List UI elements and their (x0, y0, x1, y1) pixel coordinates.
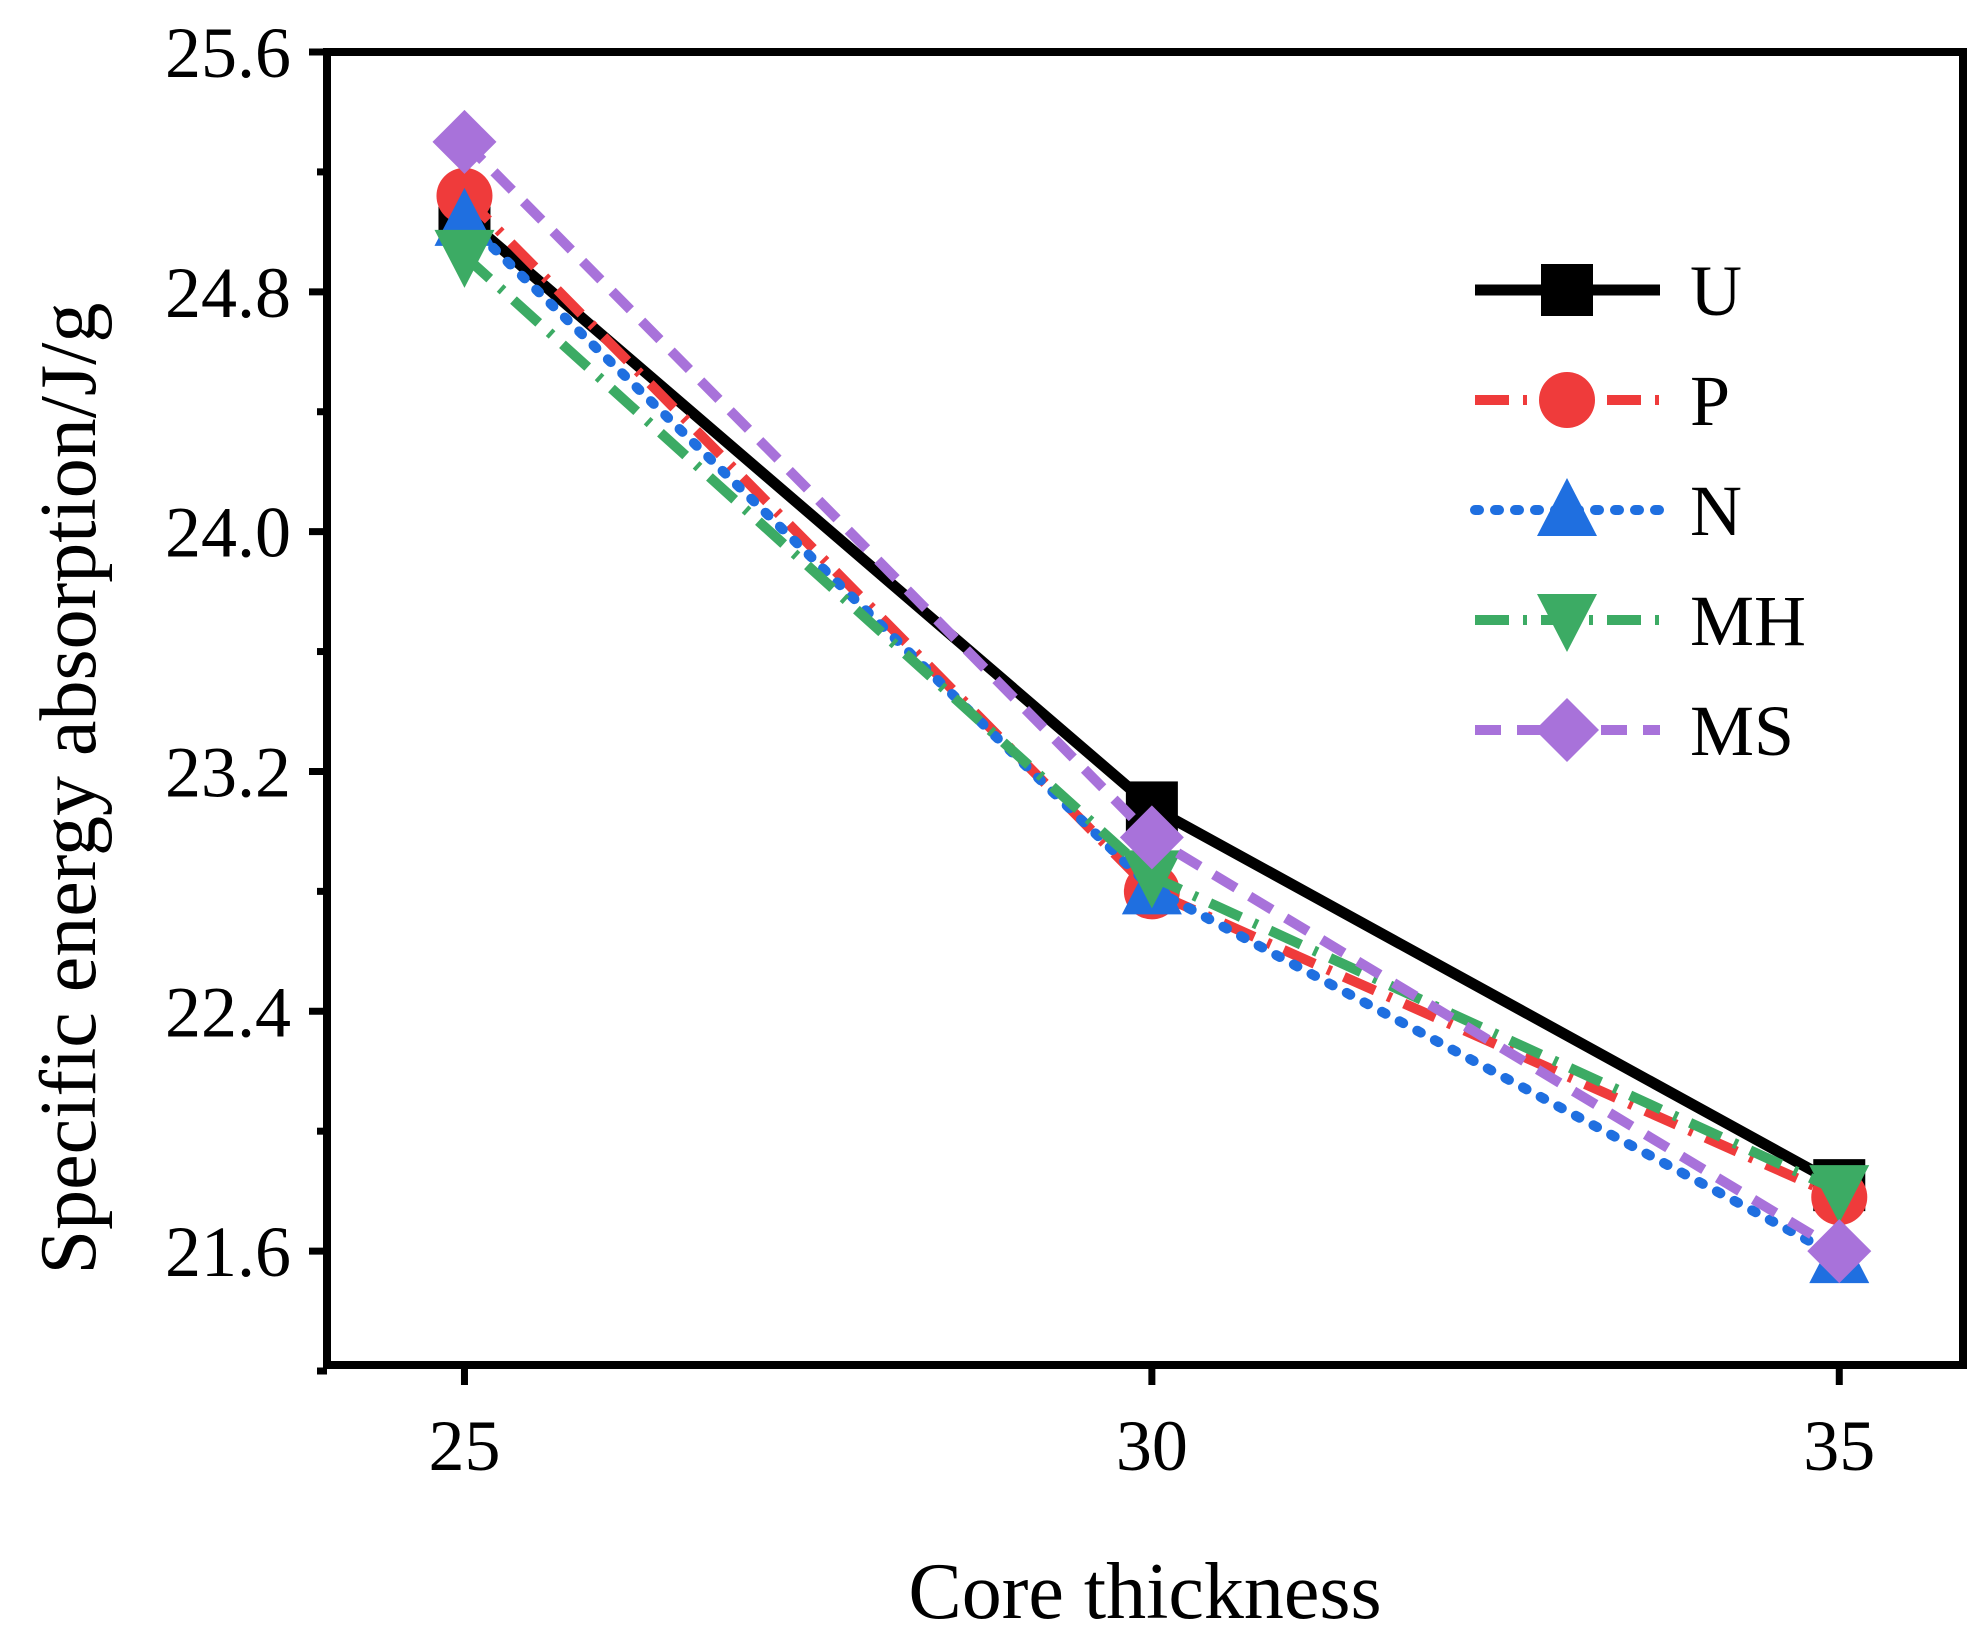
series-mh-point (1121, 850, 1182, 909)
series-u-line (460, 212, 1842, 1190)
series-ms-point (1119, 805, 1184, 870)
legend-p-marker (1539, 372, 1595, 428)
legend-p-label: P (1690, 361, 1730, 441)
legend-u-marker (1541, 264, 1593, 316)
series-p-line (460, 192, 1842, 1202)
legend-item-u: U (1475, 251, 1742, 331)
legend: UPN MH MS (1470, 251, 1806, 771)
x-tick-label: 30 (1116, 1406, 1188, 1486)
legend-item-p: P (1475, 361, 1730, 441)
plot-area (432, 109, 1872, 1284)
x-tick-label: 25 (428, 1406, 500, 1486)
legend-n-marker (1537, 478, 1597, 536)
legend-mh-marker (1537, 594, 1597, 652)
legend-item-mh: MH (1475, 581, 1806, 661)
y-axis-title: Specific energy absorption/J/g (25, 303, 113, 1275)
legend-ms-label: MS (1690, 691, 1794, 771)
series-mh-point (1809, 1165, 1870, 1224)
y-tick-label: 24.0 (165, 493, 291, 573)
series-ms-point (1807, 1219, 1872, 1284)
legend-item-ms: MS (1475, 691, 1794, 771)
series-ms-point (432, 109, 497, 174)
legend-item-n: N (1470, 471, 1742, 551)
legend-mh-label: MH (1690, 581, 1806, 661)
legend-ms-marker (1535, 698, 1599, 762)
y-tick-label: 23.2 (165, 732, 291, 812)
legend-u-label: U (1690, 251, 1742, 331)
y-tick-label: 24.8 (165, 253, 291, 333)
x-tick-label: 35 (1803, 1406, 1875, 1486)
y-tick-label: 21.6 (165, 1212, 291, 1292)
plot-frame (323, 48, 1967, 1369)
legend-n-label: N (1690, 471, 1742, 551)
series-ms-line (460, 138, 1842, 1256)
axes: 21.6 22.4 23.2 24.0 24.8 25.6 25 30 35 (165, 13, 1967, 1486)
y-tick-label: 25.6 (165, 13, 291, 93)
series-mh-point (434, 229, 495, 288)
y-tick-label: 22.4 (165, 972, 291, 1052)
x-axis-title: Core thickness (908, 1548, 1381, 1636)
